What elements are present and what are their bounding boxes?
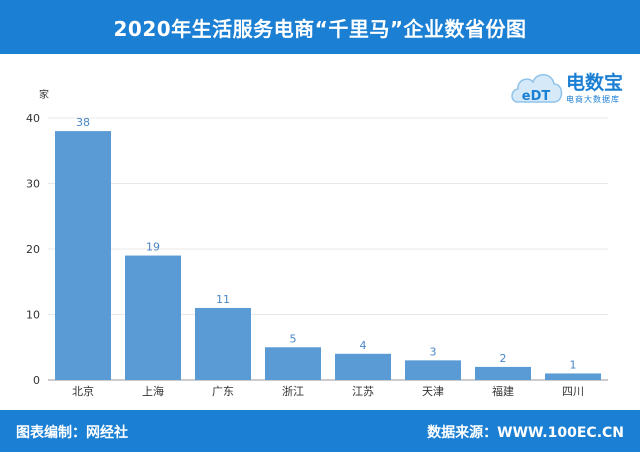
y-tick-label: 0: [33, 374, 40, 387]
x-tick-label: 四川: [562, 385, 584, 398]
bar: [475, 366, 531, 380]
bar: [335, 353, 391, 380]
bar: [405, 360, 461, 380]
y-axis-label: 家: [39, 88, 49, 101]
data-label: 4: [360, 339, 367, 352]
bar: [125, 255, 181, 380]
y-tick-label: 30: [26, 178, 40, 191]
chart-header: 2020年生活服务电商“千里马”企业数省份图: [0, 0, 640, 54]
x-tick-label: 上海: [142, 384, 164, 398]
y-tick-label: 10: [26, 309, 40, 322]
x-tick-label: 天津: [422, 385, 444, 398]
x-tick-label: 北京: [72, 384, 94, 398]
bar: [195, 307, 251, 380]
footer-editor: 图表编制：网经社: [16, 425, 128, 441]
x-tick-label: 广东: [212, 385, 234, 398]
chart-title: 2020年生活服务电商“千里马”企业数省份图: [113, 16, 527, 41]
data-label: 1: [570, 358, 577, 371]
logo-slogan: 电商大数据库: [566, 95, 620, 104]
plot-area: 0 10 20 30 40 家 38 北京 19 上海 11 广东 5 浙江 4 江苏 3 天津 2 福建 1 四川: [0, 54, 640, 410]
x-tick-label: 江苏: [352, 385, 374, 398]
y-tick-label: 20: [26, 243, 40, 256]
bar: [55, 131, 111, 380]
y-tick-label: 40: [26, 112, 40, 125]
bar: [265, 347, 321, 380]
logo-brand: 电数宝: [566, 72, 624, 94]
data-label: 38: [76, 116, 90, 129]
data-label: 5: [290, 332, 297, 345]
bar: [545, 373, 601, 380]
footer-source: 数据来源：WWW.100EC.CN: [427, 425, 624, 441]
x-tick-label: 福建: [492, 384, 514, 398]
logo-mark: eDT: [522, 89, 551, 104]
brand-logo: eDT 电数宝 电商大数据库: [508, 66, 634, 112]
data-label: 3: [430, 345, 437, 358]
data-label: 2: [500, 352, 507, 365]
x-tick-label: 浙江: [282, 385, 304, 398]
bar-chart: 0 10 20 30 40 家 38 北京 19 上海 11 广东 5 浙江 4 江苏 3 天津 2 福建 1 四川: [26, 88, 608, 398]
data-label: 11: [216, 293, 230, 306]
cloud-logo-icon: eDT: [511, 74, 563, 104]
chart-footer: 图表编制：网经社 数据来源：WWW.100EC.CN: [0, 410, 640, 452]
data-label: 19: [146, 241, 160, 254]
